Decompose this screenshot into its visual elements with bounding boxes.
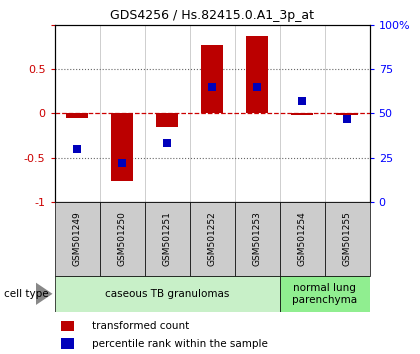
Bar: [280, 202, 325, 276]
Bar: [246, 36, 268, 113]
Bar: [336, 113, 358, 115]
Bar: [61, 320, 74, 331]
Text: cell type: cell type: [4, 289, 49, 299]
Bar: [325, 202, 370, 276]
Text: percentile rank within the sample: percentile rank within the sample: [92, 339, 268, 349]
Bar: [144, 202, 189, 276]
Bar: [61, 338, 74, 349]
Text: GSM501255: GSM501255: [343, 211, 352, 267]
Text: GSM501249: GSM501249: [73, 212, 81, 266]
Polygon shape: [36, 282, 52, 305]
Text: GSM501254: GSM501254: [298, 212, 307, 266]
Bar: [111, 113, 134, 181]
Text: GSM501252: GSM501252: [207, 212, 217, 266]
Text: normal lung
parenchyma: normal lung parenchyma: [292, 283, 357, 305]
Bar: [66, 113, 88, 118]
Bar: [100, 202, 144, 276]
Text: GSM501250: GSM501250: [118, 211, 126, 267]
Bar: [235, 202, 280, 276]
Title: GDS4256 / Hs.82415.0.A1_3p_at: GDS4256 / Hs.82415.0.A1_3p_at: [110, 9, 314, 22]
Bar: [189, 202, 235, 276]
Text: GSM501251: GSM501251: [163, 211, 172, 267]
Bar: [55, 202, 100, 276]
Bar: [201, 45, 223, 113]
Text: GSM501253: GSM501253: [252, 211, 262, 267]
Bar: [291, 113, 313, 115]
Bar: [280, 276, 370, 312]
Bar: [156, 113, 178, 127]
Bar: [55, 276, 280, 312]
Text: transformed count: transformed count: [92, 321, 190, 331]
Text: caseous TB granulomas: caseous TB granulomas: [105, 289, 229, 299]
